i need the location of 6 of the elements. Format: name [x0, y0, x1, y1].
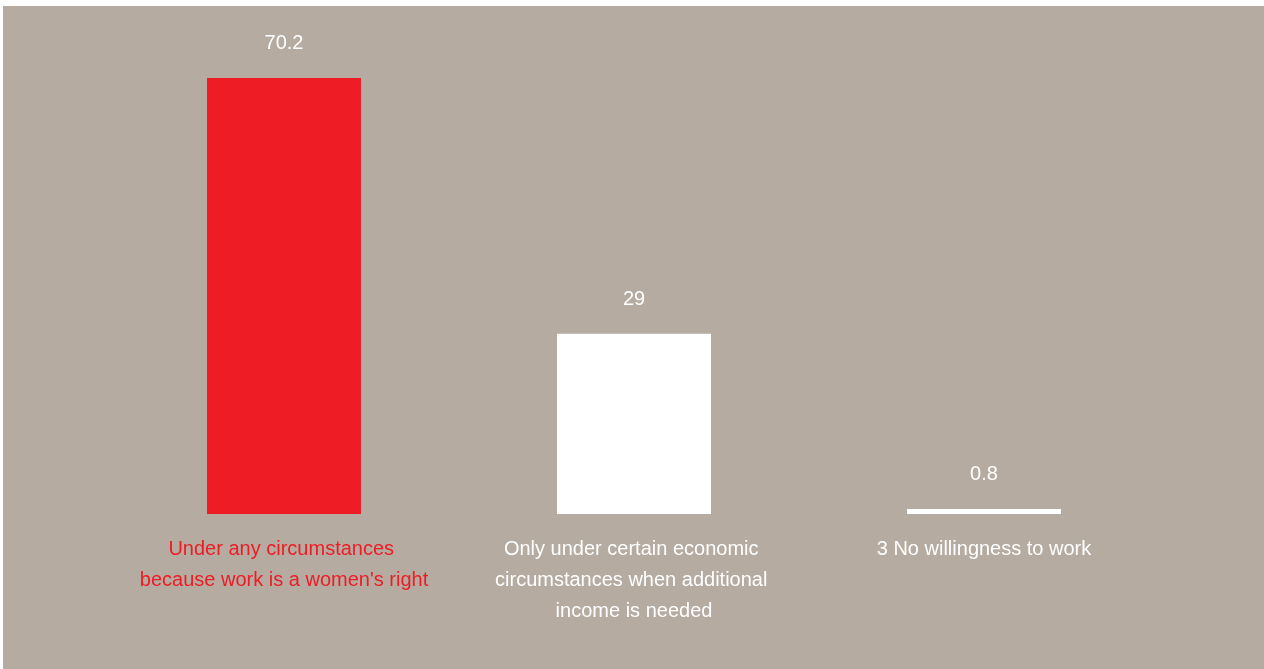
data-label: 29	[622, 286, 646, 309]
x-tick-label: Only under certain economic circumstances when additional income is needed	[495, 536, 773, 621]
data-label: 70.2	[264, 30, 304, 53]
x-tick-label: Under any circumstances because work is a women's right	[139, 536, 429, 590]
data-label: 0.8	[970, 462, 998, 485]
x-tick-label: 3 No willingness to work	[876, 536, 1093, 559]
